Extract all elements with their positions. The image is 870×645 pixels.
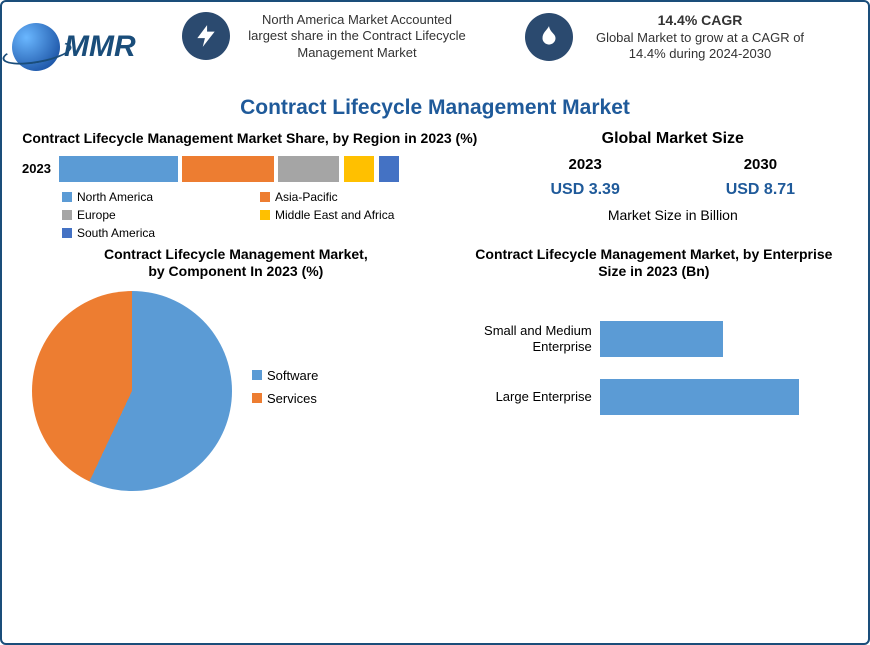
region-legend-item: Asia-Pacific [260, 190, 440, 204]
region-seg-0 [59, 156, 178, 182]
stat-region-text: North America Market Accounted largest s… [242, 12, 472, 61]
component-legend-item: Software [252, 368, 318, 383]
region-chart-title: Contract Lifecycle Management Market Sha… [22, 130, 478, 148]
gms-value-1: USD 8.71 [726, 181, 795, 199]
pie-wrap: Software Services [32, 291, 440, 491]
logo-text: MMR [64, 30, 136, 64]
row-top: Contract Lifecycle Management Market Sha… [2, 130, 868, 240]
logo: MMR [12, 12, 162, 82]
stat-cagr-title: 14.4% CAGR [585, 12, 815, 30]
bolt-icon [182, 12, 230, 60]
enterprise-chart: Contract Lifecycle Management Market, by… [460, 246, 848, 437]
gms-title: Global Market Size [498, 130, 848, 148]
region-stacked-bar [59, 156, 399, 182]
enterprise-bar-row: Small and Medium Enterprise [460, 321, 828, 357]
enterprise-bar-fill [600, 379, 799, 415]
gms-years: 2023 2030 [498, 156, 848, 173]
region-legend-item: North America [62, 190, 242, 204]
enterprise-bar-row: Large Enterprise [460, 379, 828, 415]
gms-unit: Market Size in Billion [498, 207, 848, 223]
region-bar-wrap: 2023 [22, 156, 478, 182]
region-year-label: 2023 [22, 161, 51, 176]
gms-values: USD 3.39 USD 8.71 [498, 181, 848, 199]
region-seg-2 [278, 156, 339, 182]
region-seg-4 [379, 156, 399, 182]
region-seg-3 [344, 156, 375, 182]
global-market-size: Global Market Size 2023 2030 USD 3.39 US… [498, 130, 848, 240]
enterprise-bar-fill [600, 321, 724, 357]
component-chart-title: Contract Lifecycle Management Market, by… [96, 246, 376, 281]
region-legend-item: Middle East and Africa [260, 208, 440, 222]
stat-cagr-text: 14.4% CAGR Global Market to grow at a CA… [585, 12, 815, 62]
component-chart: Contract Lifecycle Management Market, by… [22, 246, 440, 491]
enterprise-bar-label: Large Enterprise [460, 389, 600, 405]
region-legend: North America Asia-Pacific Europe Middle Ea… [22, 190, 478, 240]
region-legend-item: South America [62, 226, 242, 240]
gms-year-0: 2023 [568, 156, 601, 173]
component-legend-item: Services [252, 391, 318, 406]
stat-region-leader: North America Market Accounted largest s… [182, 12, 505, 61]
stat-cagr-desc: Global Market to grow at a CAGR of 14.4%… [596, 30, 804, 61]
stat-cagr: 14.4% CAGR Global Market to grow at a CA… [525, 12, 848, 62]
enterprise-bars: Small and Medium Enterprise Large Enterpr… [460, 289, 848, 415]
flame-icon [525, 13, 573, 61]
row-bottom: Contract Lifecycle Management Market, by… [2, 246, 868, 491]
gms-year-1: 2030 [744, 156, 777, 173]
component-pie [32, 291, 232, 491]
header: MMR North America Market Accounted large… [2, 2, 868, 82]
region-chart: Contract Lifecycle Management Market Sha… [22, 130, 478, 240]
logo-globe-icon [12, 23, 60, 71]
region-seg-1 [182, 156, 274, 182]
region-legend-item: Europe [62, 208, 242, 222]
page-title: Contract Lifecycle Management Market [2, 96, 868, 120]
enterprise-chart-title: Contract Lifecycle Management Market, by… [460, 246, 848, 281]
enterprise-bar-label: Small and Medium Enterprise [460, 323, 600, 354]
gms-value-0: USD 3.39 [550, 181, 619, 199]
component-legend: Software Services [252, 368, 318, 414]
